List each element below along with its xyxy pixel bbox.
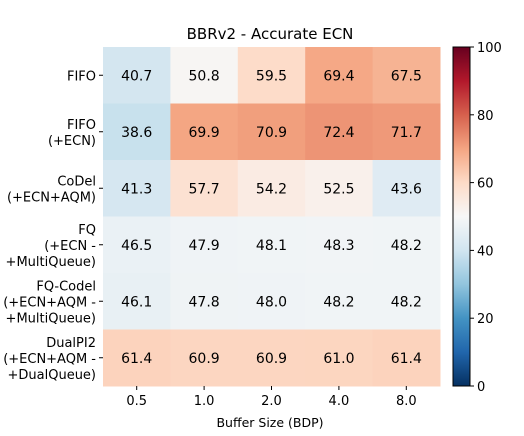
y-tick-label: +MultiQueue) bbox=[6, 311, 96, 326]
heatmap-cell bbox=[305, 103, 374, 161]
cell-value-label: 48.2 bbox=[323, 294, 354, 310]
y-tick-label: FIFO bbox=[67, 69, 96, 84]
y-tick-label: CoDel bbox=[57, 174, 96, 189]
heatmap-cell bbox=[305, 216, 374, 274]
x-axis-tick-labels: 0.5 1.0 2.0 4.0 8.0 bbox=[126, 386, 417, 409]
heatmap-cells: 40.7 50.8 59.5 69.4 67.5 38.6 69.9 70.9 72.4 71.7… bbox=[103, 47, 441, 387]
y-tick-label: FIFO bbox=[67, 118, 96, 133]
heatmap-cell bbox=[170, 216, 239, 274]
heatmap-cell bbox=[103, 47, 171, 104]
heatmap-cell bbox=[103, 273, 171, 330]
heatmap-cell bbox=[372, 216, 441, 274]
cell-value-label: 60.9 bbox=[256, 351, 287, 367]
heatmap-cell bbox=[372, 273, 441, 330]
heatmap-cell bbox=[170, 160, 239, 217]
cell-value-label: 48.3 bbox=[323, 238, 354, 254]
cell-value-label: 61.0 bbox=[323, 351, 354, 367]
heatmap-cell bbox=[305, 160, 374, 217]
heatmap-cell bbox=[372, 47, 441, 104]
heatmap-cell bbox=[305, 47, 374, 104]
heatmap-cell bbox=[237, 103, 306, 161]
heatmap-cell bbox=[237, 47, 306, 104]
cell-value-label: 38.6 bbox=[121, 125, 152, 141]
y-tick-label: (+ECN+AQM) bbox=[7, 190, 96, 205]
cell-value-label: 71.7 bbox=[391, 125, 422, 141]
cell-value-label: 50.8 bbox=[189, 68, 220, 84]
cell-value-label: 48.2 bbox=[391, 294, 422, 310]
y-tick-label: DualPI2 bbox=[46, 336, 96, 351]
cell-value-label: 70.9 bbox=[256, 125, 287, 141]
cell-value-label: 47.9 bbox=[189, 238, 220, 254]
colorbar-tick-label: 80 bbox=[477, 109, 494, 124]
y-tick-label: (+ECN) bbox=[48, 134, 96, 149]
x-axis-label: Buffer Size (BDP) bbox=[216, 415, 323, 430]
heatmap-cell bbox=[237, 216, 306, 274]
cell-value-label: 46.1 bbox=[121, 294, 152, 310]
heatmap-cell bbox=[372, 329, 441, 387]
y-tick-label: (+ECN+AQM - bbox=[3, 295, 96, 310]
heatmap-cell bbox=[372, 103, 441, 161]
colorbar-tick-label: 0 bbox=[477, 380, 485, 395]
cell-value-label: 59.5 bbox=[256, 68, 287, 84]
x-tick-label: 4.0 bbox=[329, 394, 350, 409]
y-tick-label: +DualQueue) bbox=[8, 368, 97, 383]
cell-value-label: 61.4 bbox=[391, 351, 422, 367]
cell-value-label: 48.0 bbox=[256, 294, 287, 310]
cell-value-label: 40.7 bbox=[121, 68, 152, 84]
colorbar-tick-label: 60 bbox=[477, 177, 494, 192]
cell-value-label: 47.8 bbox=[189, 294, 220, 310]
heatmap-cell bbox=[103, 103, 171, 161]
cell-value-label: 52.5 bbox=[323, 181, 354, 197]
cell-value-label: 57.7 bbox=[189, 181, 220, 197]
heatmap-cell bbox=[305, 329, 374, 387]
y-tick-label: (+ECN - bbox=[44, 239, 96, 254]
heatmap-cell bbox=[170, 329, 239, 387]
y-tick-label: (+ECN+AQM - bbox=[3, 352, 96, 367]
colorbar bbox=[452, 46, 471, 387]
x-tick-label: 8.0 bbox=[396, 394, 417, 409]
x-tick-label: 0.5 bbox=[126, 394, 147, 409]
y-tick-label: FQ bbox=[78, 223, 96, 238]
cell-value-label: 72.4 bbox=[323, 125, 354, 141]
heatmap-cell bbox=[170, 273, 239, 330]
cell-value-label: 48.1 bbox=[256, 238, 287, 254]
heatmap-cell bbox=[305, 273, 374, 330]
heatmap-cell bbox=[170, 103, 239, 161]
cell-value-label: 41.3 bbox=[121, 181, 152, 197]
y-tick-label: +MultiQueue) bbox=[6, 255, 96, 270]
heatmap-cell bbox=[103, 329, 171, 387]
cell-value-label: 61.4 bbox=[121, 351, 152, 367]
y-tick-label: FQ-Codel bbox=[36, 279, 96, 294]
cell-value-label: 48.2 bbox=[391, 238, 422, 254]
cell-value-label: 60.9 bbox=[189, 351, 220, 367]
colorbar-tick-label: 100 bbox=[477, 41, 502, 56]
colorbar-tick-labels: 0 20 40 60 80 100 bbox=[470, 41, 502, 395]
cell-value-label: 69.9 bbox=[189, 125, 220, 141]
heatmap-cell bbox=[170, 47, 239, 104]
colorbar-tick-label: 20 bbox=[477, 312, 494, 327]
cell-value-label: 67.5 bbox=[391, 68, 422, 84]
heatmap-cell bbox=[103, 160, 171, 217]
heatmap-cell bbox=[103, 216, 171, 274]
heatmap-cell bbox=[372, 160, 441, 217]
chart-title: BBRv2 - Accurate ECN bbox=[187, 25, 354, 43]
cell-value-label: 54.2 bbox=[256, 181, 287, 197]
cell-value-label: 46.5 bbox=[121, 238, 152, 254]
x-tick-label: 1.0 bbox=[194, 394, 215, 409]
colorbar-tick-label: 40 bbox=[477, 244, 494, 259]
heatmap-cell bbox=[237, 329, 306, 387]
heatmap-cell bbox=[237, 160, 306, 217]
cell-value-label: 43.6 bbox=[391, 181, 422, 197]
cell-value-label: 69.4 bbox=[323, 68, 354, 84]
x-tick-label: 2.0 bbox=[261, 394, 282, 409]
colorbar-gradient bbox=[452, 46, 471, 387]
heatmap-cell bbox=[237, 273, 306, 330]
